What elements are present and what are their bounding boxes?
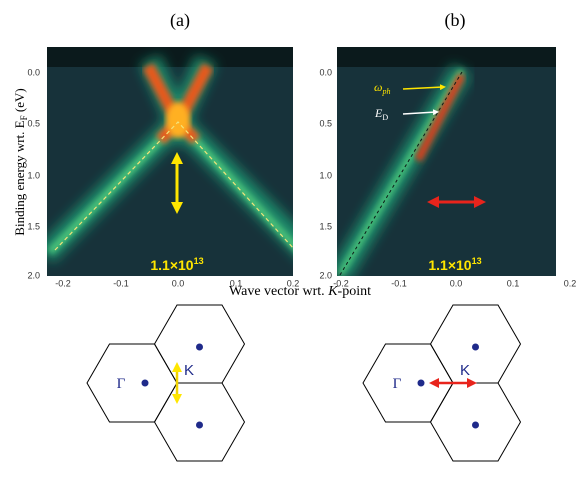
- y-tick-label: 0.5: [27, 118, 40, 128]
- lattice-point: [472, 422, 479, 429]
- x-label-text: Wave vector wrt.: [229, 284, 328, 299]
- density-text: 1.1×10: [150, 257, 193, 273]
- x-tick-label: 0.2: [287, 278, 300, 288]
- y-label-text: Binding energy wrt. E: [12, 120, 27, 235]
- x-tick-label: -0.2: [55, 278, 71, 288]
- density-exponent: 13: [194, 256, 204, 266]
- spectrum-b: [337, 47, 556, 276]
- y-tick-label: 1.5: [27, 221, 40, 231]
- x-tick-label: -0.1: [391, 278, 407, 288]
- lattice-point: [142, 380, 149, 387]
- y-tick-label: 2.0: [319, 270, 332, 280]
- hexagon: [87, 344, 177, 422]
- x-tick-label: 0.0: [172, 278, 185, 288]
- lattice-point: [196, 344, 203, 351]
- x-tick-label: 0.2: [564, 278, 577, 288]
- x-tick-label: -0.1: [113, 278, 129, 288]
- panel-label: (b): [445, 10, 466, 31]
- omega-subscript: ph: [381, 87, 390, 96]
- y-tick-label: 1.0: [27, 170, 40, 180]
- y-label-unit: (eV): [12, 88, 27, 115]
- y-tick-label: 1.5: [319, 221, 332, 231]
- k-label: K: [184, 362, 194, 379]
- lattice-point: [472, 344, 479, 351]
- y-axis-label: Binding energy wrt. EF (eV): [12, 88, 29, 235]
- lattice-point: [418, 380, 425, 387]
- omega-symbol: ω: [374, 80, 382, 94]
- panel-label: (a): [170, 10, 190, 31]
- lattice-point: [196, 422, 203, 429]
- x-tick-label: -0.2: [333, 278, 349, 288]
- y-tick-label: 0.5: [319, 118, 332, 128]
- density-exponent: 13: [472, 256, 482, 266]
- x-tick-label: 0.1: [507, 278, 520, 288]
- dirac-subscript: D: [382, 113, 388, 122]
- x-axis-label: Wave vector wrt. K-point: [229, 284, 371, 299]
- gamma-label: Γ: [393, 376, 402, 392]
- y-tick-label: 0.0: [27, 67, 40, 77]
- y-tick-label: 1.0: [319, 170, 332, 180]
- gamma-label: Γ: [117, 376, 126, 392]
- density-text: 1.1×10: [428, 257, 471, 273]
- x-tick-label: 0.1: [230, 278, 243, 288]
- y-tick-label: 2.0: [27, 270, 40, 280]
- spectrum-a: [45, 47, 310, 276]
- y-tick-label: 0.0: [319, 67, 332, 77]
- figure: (a) (b) 1.1×1013 1.1×1013 ωph ED Binding…: [0, 0, 579, 489]
- k-label: K: [460, 362, 470, 379]
- x-tick-label: 0.0: [450, 278, 463, 288]
